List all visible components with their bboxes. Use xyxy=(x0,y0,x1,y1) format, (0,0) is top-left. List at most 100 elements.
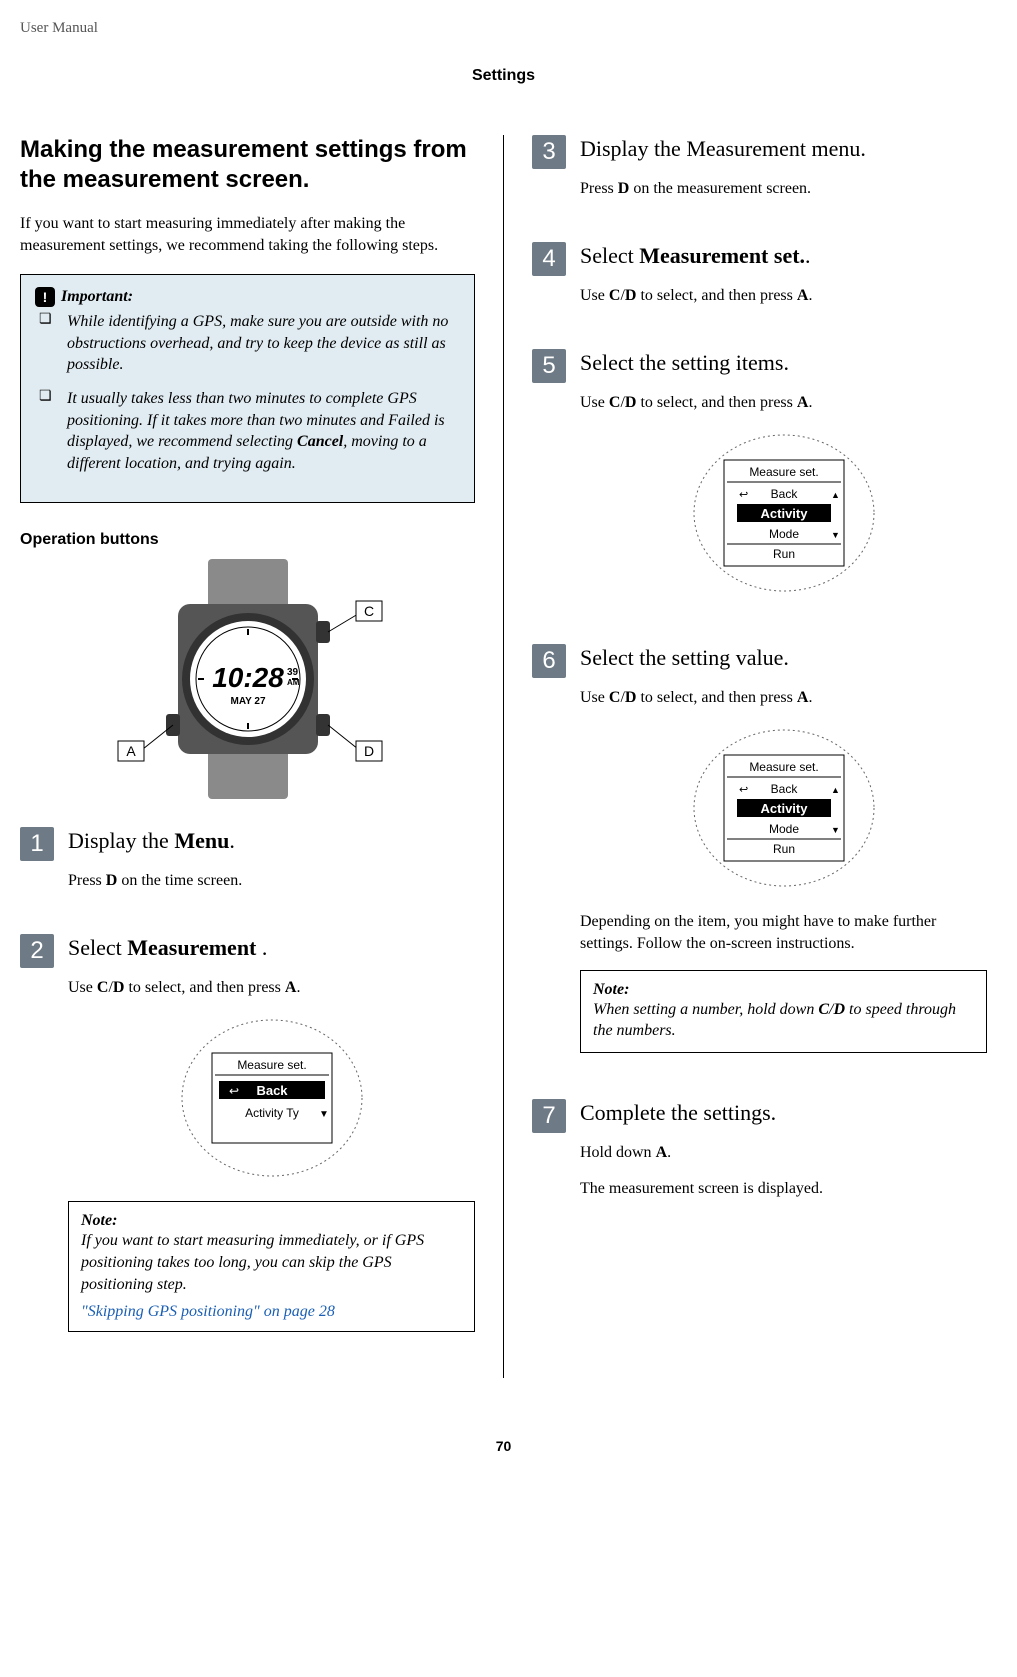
step-7: 7 Complete the settings. Hold down A. Th… xyxy=(532,1099,987,1214)
svg-text:Run: Run xyxy=(772,547,794,561)
important-box: ! Important: While identifying a GPS, ma… xyxy=(20,274,475,503)
svg-text:Measure set.: Measure set. xyxy=(237,1058,306,1072)
step-3-desc-post: on the measurement screen. xyxy=(629,180,811,197)
step-1-desc-bold: D xyxy=(106,872,118,889)
step-6-screen: Measure set. ↩ Back ▲ Activity Mode ▼ Ru… xyxy=(689,723,879,893)
note-link[interactable]: "Skipping GPS positioning" on page 28 xyxy=(81,1303,462,1321)
important-item-2: It usually takes less than two minutes t… xyxy=(67,388,460,474)
svg-text:↩: ↩ xyxy=(739,489,748,501)
svg-text:MAY 27: MAY 27 xyxy=(230,696,265,707)
step-6-desc-mid2: to select, and then press xyxy=(636,689,796,706)
step-4-desc-d: D xyxy=(625,287,637,304)
step-6-note: Note: When setting a number, hold down C… xyxy=(580,970,987,1053)
step-6-note-text: When setting a number, hold down C/D to … xyxy=(593,999,974,1042)
step-4: 4 Select Measurement set.. Use C/D to se… xyxy=(532,242,987,321)
watch-diagram: 10:28 39 AM MAY 27 A C D xyxy=(88,559,408,799)
step-3-desc-pre: Press xyxy=(580,180,618,197)
step-2-desc-c: C xyxy=(97,979,109,996)
step-6-desc-c: C xyxy=(609,689,621,706)
note-text: If you want to start measuring immediate… xyxy=(81,1230,462,1295)
step-2-desc: Use C/D to select, and then press A. xyxy=(68,977,475,999)
step-6-note-d: D xyxy=(833,1001,845,1018)
important-label: Important: xyxy=(61,288,133,306)
operation-buttons-heading: Operation buttons xyxy=(20,531,475,549)
step-7-desc1-post: . xyxy=(667,1144,671,1161)
svg-text:↩: ↩ xyxy=(229,1084,239,1098)
step-1-title-post: . xyxy=(229,828,235,853)
step-6-desc-d: D xyxy=(625,689,637,706)
important-list: While identifying a GPS, make sure you a… xyxy=(35,311,460,474)
step-2-desc-d: D xyxy=(113,979,125,996)
svg-text:Run: Run xyxy=(772,842,794,856)
step-1-title-pre: Display the xyxy=(68,828,174,853)
step-7-desc1: Hold down A. xyxy=(580,1142,987,1164)
step-6-desc-post: . xyxy=(808,689,812,706)
step-1-desc-pre: Press xyxy=(68,872,106,889)
svg-text:↩: ↩ xyxy=(739,784,748,796)
step-1-desc: Press D on the time screen. xyxy=(68,870,475,892)
step-5: 5 Select the setting items. Use C/D to s… xyxy=(532,349,987,616)
step-6: 6 Select the setting value. Use C/D to s… xyxy=(532,644,987,1071)
svg-text:C: C xyxy=(363,603,373,619)
important-header: ! Important: xyxy=(35,287,460,307)
step-7-desc1-bold: A xyxy=(656,1144,668,1161)
important-item-1: While identifying a GPS, make sure you a… xyxy=(67,311,460,376)
step-2: 2 Select Measurement . Use C/D to select… xyxy=(20,934,475,1350)
svg-text:Mode: Mode xyxy=(768,527,798,541)
step-6-desc-a: A xyxy=(797,689,809,706)
step-4-desc-pre: Use xyxy=(580,287,609,304)
svg-text:▼: ▼ xyxy=(831,530,840,540)
step-4-desc-a: A xyxy=(797,287,809,304)
step-1-desc-post: on the time screen. xyxy=(117,872,242,889)
step-6-note-pre: When setting a number, hold down xyxy=(593,1001,818,1018)
step-7-title: Complete the settings. xyxy=(580,1099,987,1128)
two-column-layout: Making the measurement settings from the… xyxy=(20,135,987,1378)
step-2-screen: Measure set. ↩ Back Activity Ty ▼ xyxy=(177,1013,367,1183)
step-7-desc2: The measurement screen is displayed. xyxy=(580,1178,987,1200)
svg-text:Back: Back xyxy=(770,782,798,796)
note-label: Note: xyxy=(81,1212,462,1230)
step-2-desc-post: . xyxy=(296,979,300,996)
step-number-6: 6 xyxy=(532,644,566,678)
step-5-desc-a: A xyxy=(797,394,809,411)
svg-text:Activity: Activity xyxy=(760,801,808,816)
step-6-title: Select the setting value. xyxy=(580,644,987,673)
step-2-title-post: . xyxy=(256,935,267,960)
step-number-1: 1 xyxy=(20,827,54,861)
step-1-title-bold: Menu xyxy=(174,828,229,853)
svg-text:Measure set.: Measure set. xyxy=(749,760,818,774)
svg-text:Activity Ty: Activity Ty xyxy=(245,1106,299,1120)
step-6-desc-pre: Use xyxy=(580,689,609,706)
step-2-title-bold: Measurement xyxy=(127,935,256,960)
step-2-title-pre: Select xyxy=(68,935,127,960)
main-heading: Making the measurement settings from the… xyxy=(20,135,475,195)
step-number-5: 5 xyxy=(532,349,566,383)
step-6-after: Depending on the item, you might have to… xyxy=(580,911,987,956)
step-1-title: Display the Menu. xyxy=(68,827,475,856)
svg-text:D: D xyxy=(363,743,373,759)
svg-text:A: A xyxy=(126,743,136,759)
step-4-desc-mid2: to select, and then press xyxy=(636,287,796,304)
step-6-note-c: C xyxy=(818,1001,829,1018)
step-5-title: Select the setting items. xyxy=(580,349,987,378)
step-4-title-post: . xyxy=(805,243,811,268)
header-brand: User Manual xyxy=(20,20,987,37)
step-4-desc-c: C xyxy=(609,287,621,304)
exclamation-icon: ! xyxy=(35,287,55,307)
step-5-desc-d: D xyxy=(625,394,637,411)
svg-text:Mode: Mode xyxy=(768,822,798,836)
step-3-desc-bold: D xyxy=(618,180,630,197)
step-3-desc: Press D on the measurement screen. xyxy=(580,178,987,200)
step-6-desc: Use C/D to select, and then press A. xyxy=(580,687,987,709)
svg-text:▼: ▼ xyxy=(831,825,840,835)
step-5-desc-c: C xyxy=(609,394,621,411)
step-3-title: Display the Measurement menu. xyxy=(580,135,987,164)
page-section-title: Settings xyxy=(20,67,987,85)
right-column: 3 Display the Measurement menu. Press D … xyxy=(504,135,987,1378)
step-4-desc: Use C/D to select, and then press A. xyxy=(580,285,987,307)
step-4-title-pre: Select xyxy=(580,243,639,268)
step-2-note: Note: If you want to start measuring imm… xyxy=(68,1201,475,1332)
step-2-desc-mid2: to select, and then press xyxy=(124,979,284,996)
svg-text:10:28: 10:28 xyxy=(212,662,284,693)
step-3: 3 Display the Measurement menu. Press D … xyxy=(532,135,987,214)
